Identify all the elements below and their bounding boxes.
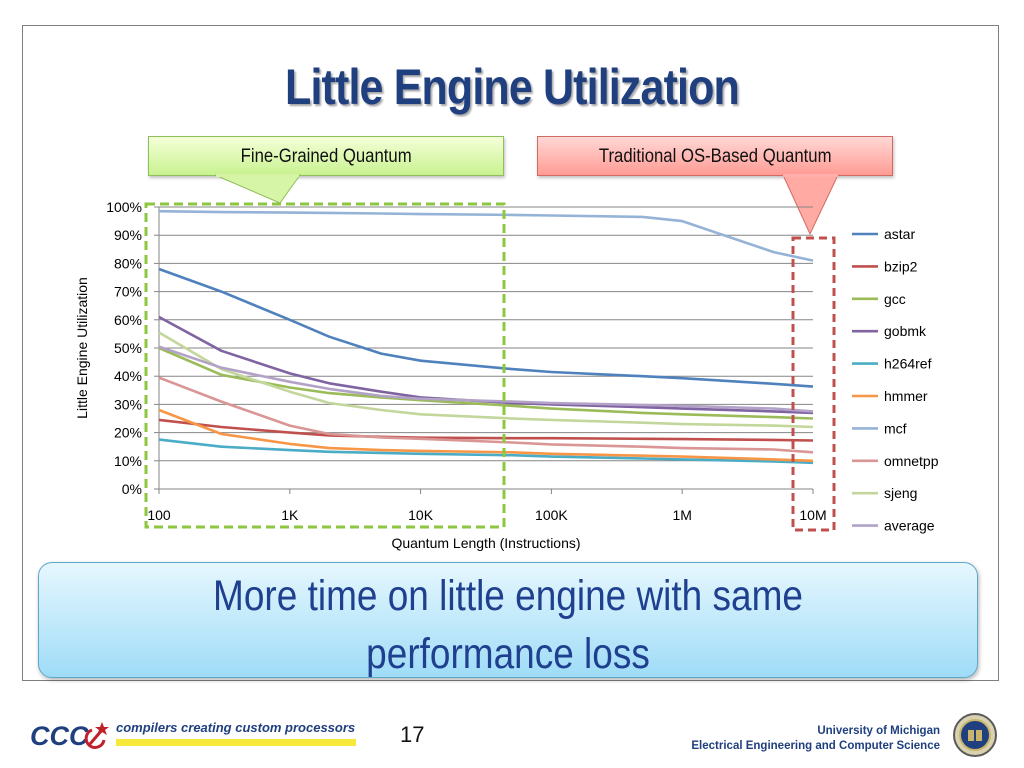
y-tick-label: 40% [114, 368, 142, 384]
series-line-astar [158, 267, 814, 388]
x-tick-label: 1K [281, 507, 299, 523]
x-tick-label: 100K [535, 507, 568, 523]
series-line-bzip2 [158, 418, 814, 442]
y-tick-label: 20% [114, 425, 142, 441]
university-name: University of Michigan [817, 725, 940, 737]
footer-university: University of Michigan Electrical Engine… [691, 724, 940, 754]
y-tick-label: 10% [114, 453, 142, 469]
series-line-sjeng [158, 331, 814, 429]
y-tick-label: 60% [114, 312, 142, 328]
page-number: 17 [400, 722, 425, 747]
fine-grained-callout: Fine-Grained Quantum [148, 136, 504, 176]
series-layer [158, 209, 814, 465]
y-tick-label: 30% [114, 396, 142, 412]
grid-layer [159, 206, 813, 462]
green-callout-pointer [214, 174, 301, 204]
green-pointer-join [216, 174, 299, 177]
y-axis-label: Little Engine Utilization [74, 277, 90, 419]
legend-label-mcf: mcf [884, 420, 907, 436]
x-axis-label: Quantum Length (Instructions) [391, 535, 580, 551]
ccc-logo: CCC [30, 721, 109, 751]
os-based-callout: Traditional OS-Based Quantum [537, 136, 893, 176]
fine-grained-callout-label: Fine-Grained Quantum [240, 146, 412, 167]
os-based-callout-label: Traditional OS-Based Quantum [598, 146, 832, 167]
red-callout-pointer [782, 174, 839, 236]
series-line-gcc [158, 346, 814, 420]
series-line-h264ref [158, 438, 814, 465]
y-tick-label: 0% [122, 481, 142, 497]
legend-label-gobmk: gobmk [884, 323, 927, 339]
x-tick-label: 1M [672, 507, 691, 523]
x-tick-label: 10M [799, 507, 826, 523]
legend-label-astar: astar [884, 226, 915, 242]
series-line-hmmer [158, 408, 814, 463]
ccc-logo-text: CCC [30, 721, 89, 751]
legend-label-average: average [884, 518, 935, 534]
conclusion-line-1: More time on little engine with same [213, 572, 803, 620]
y-tick-label: 70% [114, 284, 142, 300]
legend-layer: astar bzip2 gcc gobmk h264ref hmmer mcf omnetpp… [852, 226, 939, 534]
series-line-mcf [158, 209, 814, 262]
fine-grained-highlight-box [144, 202, 506, 529]
y-tick-label: 50% [114, 340, 142, 356]
legend-label-h264ref: h264ref [884, 356, 932, 372]
university-seal-icon [953, 713, 997, 757]
os-based-highlight-box [791, 236, 836, 532]
footer-yellow-bar [116, 739, 356, 746]
axis-layer: 0% 10% 20% 30% 40% 50% 60% 70% 80% 90% 100% 100 1K 10… [106, 199, 826, 523]
hammer-sickle-icon [84, 722, 109, 749]
conclusion-line-2: performance loss [366, 630, 650, 678]
red-pointer-join [783, 174, 838, 177]
legend-label-sjeng: sjeng [884, 485, 917, 501]
legend-label-bzip2: bzip2 [884, 258, 918, 274]
department-name: Electrical Engineering and Computer Scie… [691, 740, 940, 752]
y-tick-label: 80% [114, 255, 142, 271]
y-tick-label: 90% [114, 227, 142, 243]
series-line-gobmk [158, 315, 814, 415]
conclusion-box: More time on little engine with same per… [38, 562, 978, 678]
y-tick-label: 100% [106, 199, 142, 215]
footer-tagline: compilers creating custom processors [116, 720, 356, 735]
x-tick-label: 100 [147, 507, 171, 523]
x-tick-label: 10K [408, 507, 434, 523]
legend-label-gcc: gcc [884, 291, 906, 307]
series-line-average [158, 345, 814, 413]
legend-label-hmmer: hmmer [884, 388, 928, 404]
utilization-line-chart: 0% 10% 20% 30% 40% 50% 60% 70% 80% 90% 100% 100 1K 10… [74, 174, 939, 551]
legend-label-omnetpp: omnetpp [884, 453, 939, 469]
series-line-omnetpp [158, 376, 814, 454]
slide-title: Little Engine Utilization [285, 59, 740, 115]
